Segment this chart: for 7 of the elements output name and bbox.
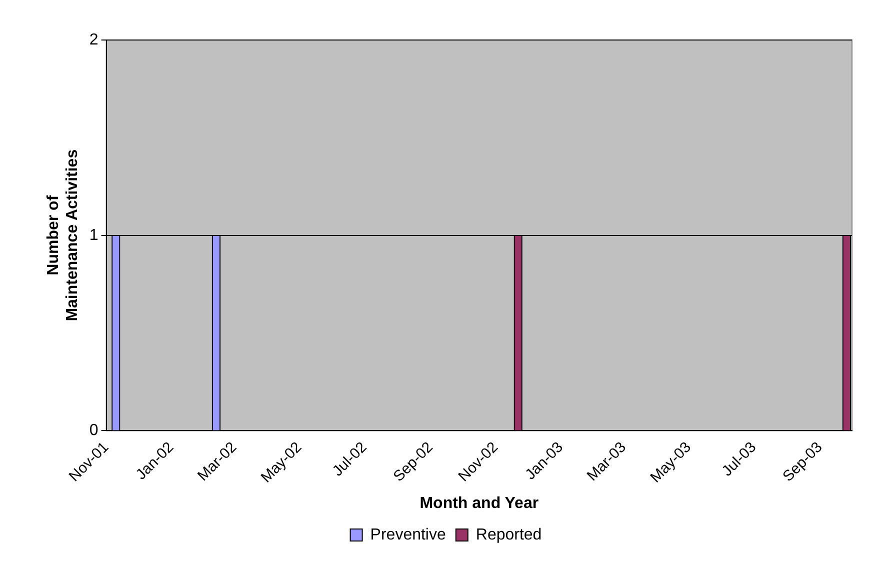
- x-axis-title: Month and Year: [420, 494, 539, 512]
- y-axis-title: Number of Maintenance Activities: [45, 149, 82, 322]
- y-tick-label: 0: [89, 422, 98, 440]
- legend-label: Reported: [476, 526, 542, 544]
- legend-label: Preventive: [370, 526, 446, 544]
- y-tick-label: 1: [89, 226, 98, 244]
- y-tick-label: 2: [89, 31, 98, 48]
